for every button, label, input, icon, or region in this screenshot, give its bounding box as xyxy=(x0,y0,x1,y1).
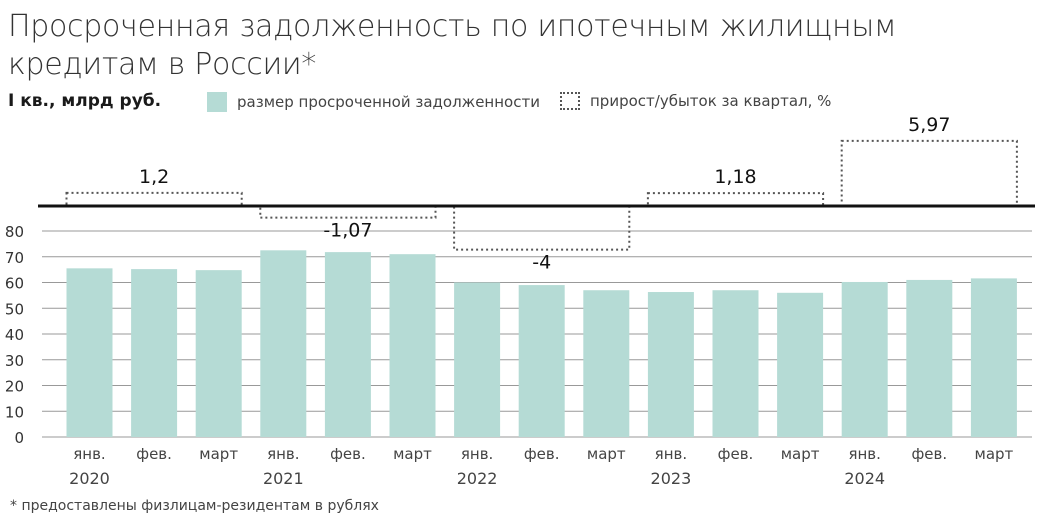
legend-growth: прирост/убыток за квартал, % xyxy=(560,92,831,110)
y-tick-label: 30 xyxy=(5,352,24,370)
x-tick-label: янв. xyxy=(461,445,493,463)
x-tick-label: март xyxy=(199,445,238,463)
y-tick-label: 50 xyxy=(5,300,24,318)
year-label: 2020 xyxy=(69,469,110,488)
y-tick-label: 60 xyxy=(5,275,24,293)
quarter-change-box xyxy=(259,205,437,219)
year-label: 2021 xyxy=(263,469,304,488)
quarter-change-label: -4 xyxy=(532,252,551,274)
legend-bars-swatch xyxy=(207,92,227,112)
x-tick-label: март xyxy=(781,445,820,463)
x-tick-label: янв. xyxy=(655,445,687,463)
y-tick-label: 0 xyxy=(14,429,24,447)
quarter-change-label: -1,07 xyxy=(323,220,372,242)
bar xyxy=(583,290,630,437)
x-tick-label: март xyxy=(393,445,432,463)
y-tick-label: 70 xyxy=(5,249,24,267)
year-label: 2024 xyxy=(844,469,885,488)
quarter-change-label: 1,2 xyxy=(139,166,169,188)
footnote: * предоставлены физлицам-резидентам в ру… xyxy=(10,498,379,514)
quarter-change-box xyxy=(840,139,1018,207)
bar xyxy=(518,285,565,437)
quarter-change-box xyxy=(65,191,243,207)
x-tick-label: янв. xyxy=(848,445,880,463)
bar xyxy=(195,270,242,437)
x-tick-labels: янв. фев. март янв. фев. март янв. фев. март янв.… xyxy=(69,445,1013,488)
bar xyxy=(841,281,888,437)
bar xyxy=(647,292,694,437)
bars xyxy=(66,250,1017,437)
bar xyxy=(454,282,501,437)
y-tick-label: 40 xyxy=(5,326,24,344)
bar xyxy=(131,269,178,437)
x-tick-label: фев. xyxy=(330,445,366,463)
quarter-change-label: 1,18 xyxy=(714,166,756,188)
y-tick-labels: 0 10 20 30 40 50 60 70 80 xyxy=(5,223,24,447)
x-tick-label: янв. xyxy=(267,445,299,463)
x-tick-label: янв. xyxy=(73,445,105,463)
x-tick-label: фев. xyxy=(136,445,172,463)
year-label: 2023 xyxy=(651,469,692,488)
bar xyxy=(712,290,759,437)
quarter-change-box xyxy=(453,205,631,251)
bar xyxy=(66,268,113,437)
y-tick-label: 80 xyxy=(5,223,24,241)
chart-subtitle: I кв., млрд руб. xyxy=(8,91,162,111)
legend-bars-label: размер просроченной задолженности xyxy=(237,93,540,111)
bar xyxy=(324,252,371,437)
legend-bars: размер просроченной задолженности xyxy=(207,92,540,112)
y-tick-label: 20 xyxy=(5,378,24,396)
legend-growth-label: прирост/убыток за квартал, % xyxy=(590,92,832,110)
chart-title: Просроченная задолженность по ипотечным … xyxy=(8,9,897,82)
x-tick-label: март xyxy=(587,445,626,463)
bar xyxy=(970,278,1017,437)
y-tick-label: 10 xyxy=(5,403,24,421)
bar xyxy=(906,279,953,437)
bar xyxy=(260,250,307,437)
x-tick-label: фев. xyxy=(524,445,560,463)
x-tick-label: фев. xyxy=(718,445,754,463)
x-tick-label: март xyxy=(975,445,1014,463)
x-tick-label: фев. xyxy=(911,445,947,463)
bar xyxy=(389,254,436,437)
legend-growth-swatch xyxy=(560,92,580,110)
year-label: 2022 xyxy=(457,469,498,488)
quarter-change-boxes: 1,2 -1,07 -4 1,18 5,97 xyxy=(38,114,1035,274)
bar xyxy=(777,292,824,437)
quarter-change-label: 5,97 xyxy=(908,114,950,136)
quarter-change-box xyxy=(646,192,825,208)
